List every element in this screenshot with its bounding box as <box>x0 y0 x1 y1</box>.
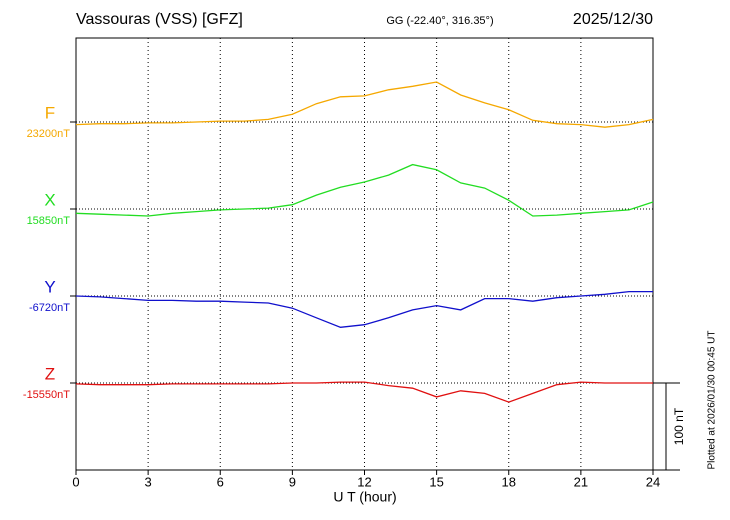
x-tick-label: 12 <box>357 474 371 489</box>
series-line <box>75 81 654 128</box>
baseline-label: -15550nT <box>23 389 70 401</box>
plot-note: Plotted at 2026/01/30 00:45 UT <box>707 331 718 470</box>
series-name: Y <box>44 277 55 296</box>
x-tick-label: 21 <box>574 474 588 489</box>
series-name: X <box>44 190 55 209</box>
baseline-label: 15850nT <box>27 215 71 227</box>
baseline-label: 23200nT <box>27 128 71 140</box>
series-line <box>75 163 654 217</box>
series-line <box>75 381 653 403</box>
x-tick-label: 0 <box>72 474 79 489</box>
x-tick-label: 6 <box>217 474 224 489</box>
chart-subtitle: GG (-22.40°, 316.35°) <box>386 15 493 27</box>
series-name: F <box>45 103 55 122</box>
x-tick-label: 9 <box>289 474 296 489</box>
chart-title: Vassouras (VSS) [GFZ] <box>76 11 243 28</box>
baseline-label: -6720nT <box>29 302 70 314</box>
scale-bar-label: 100 nT <box>672 407 686 445</box>
x-tick-label: 24 <box>646 474 660 489</box>
x-tick-label: 3 <box>145 474 152 489</box>
x-tick-label: 18 <box>502 474 516 489</box>
series-line <box>75 290 653 328</box>
x-axis-label: U T (hour) <box>333 489 396 505</box>
series-name: Z <box>45 364 55 383</box>
chart-date: 2025/12/30 <box>573 11 653 28</box>
x-tick-label: 15 <box>429 474 443 489</box>
